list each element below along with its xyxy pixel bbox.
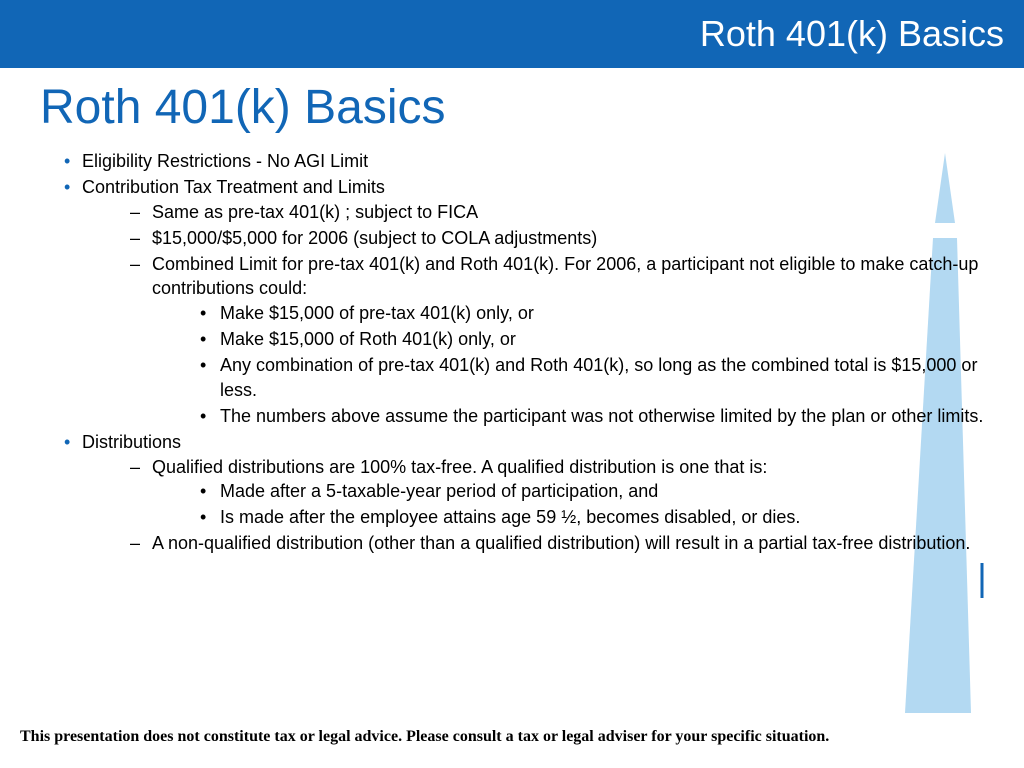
bullet-distributions: Distributions Qualified distributions ar…	[64, 430, 984, 555]
sub-qualified-label: Qualified distributions are 100% tax-fre…	[152, 457, 767, 477]
bullet-contribution-label: Contribution Tax Treatment and Limits	[82, 177, 385, 197]
bullet-eligibility: Eligibility Restrictions - No AGI Limit	[64, 149, 984, 173]
opt-pretax-only: Make $15,000 of pre-tax 401(k) only, or	[200, 301, 984, 325]
opt-assumption: The numbers above assume the participant…	[200, 404, 984, 428]
qual-5year: Made after a 5-taxable-year period of pa…	[200, 479, 984, 503]
slide-title: Roth 401(k) Basics	[40, 80, 1024, 135]
qual-age: Is made after the employee attains age 5…	[200, 505, 984, 529]
sub-nonqualified: A non-qualified distribution (other than…	[130, 531, 984, 555]
sub-combined-limit-label: Combined Limit for pre-tax 401(k) and Ro…	[152, 254, 978, 298]
bullet-distributions-label: Distributions	[82, 432, 181, 452]
slide-content: Eligibility Restrictions - No AGI Limit …	[0, 149, 1024, 556]
header-bar: Roth 401(k) Basics	[0, 0, 1024, 68]
sub-limits-2006: $15,000/$5,000 for 2006 (subject to COLA…	[130, 226, 984, 250]
disclaimer-text: This presentation does not constitute ta…	[20, 728, 1004, 746]
header-title: Roth 401(k) Basics	[700, 13, 1004, 55]
sub-fica: Same as pre-tax 401(k) ; subject to FICA	[130, 200, 984, 224]
opt-roth-only: Make $15,000 of Roth 401(k) only, or	[200, 327, 984, 351]
sub-combined-limit: Combined Limit for pre-tax 401(k) and Ro…	[130, 252, 984, 428]
bullet-contribution: Contribution Tax Treatment and Limits Sa…	[64, 175, 984, 428]
sub-qualified: Qualified distributions are 100% tax-fre…	[130, 455, 984, 530]
opt-combination: Any combination of pre-tax 401(k) and Ro…	[200, 353, 984, 402]
